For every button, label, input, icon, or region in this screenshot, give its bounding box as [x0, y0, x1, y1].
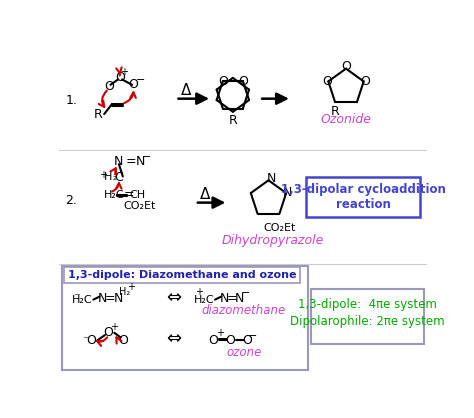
- Text: CH: CH: [129, 190, 146, 200]
- Text: R: R: [228, 115, 237, 127]
- Text: O: O: [208, 334, 218, 347]
- Text: 1,3-dipolar cycloaddition
reaction: 1,3-dipolar cycloaddition reaction: [281, 183, 446, 211]
- Text: N: N: [267, 172, 276, 185]
- Text: ozone: ozone: [226, 346, 261, 359]
- Text: Ozonide: Ozonide: [320, 113, 372, 126]
- Text: −: −: [241, 288, 251, 298]
- Text: =: =: [227, 292, 237, 305]
- Text: ⁻: ⁻: [82, 336, 88, 345]
- Text: O: O: [322, 75, 332, 88]
- Text: ⇔: ⇔: [166, 289, 182, 307]
- Text: ⁻: ⁻: [73, 292, 80, 305]
- Text: ⇔: ⇔: [166, 330, 182, 348]
- Text: N: N: [235, 292, 245, 305]
- Text: +: +: [127, 282, 135, 292]
- Text: 1.: 1.: [65, 94, 77, 107]
- Text: =: =: [126, 155, 137, 168]
- Text: Dihydropyrazole: Dihydropyrazole: [221, 234, 324, 247]
- Text: +: +: [110, 321, 118, 331]
- Text: O: O: [103, 326, 113, 339]
- Text: H₂C: H₂C: [103, 190, 124, 200]
- Text: O: O: [242, 334, 252, 347]
- Text: O: O: [118, 334, 128, 347]
- Text: +: +: [100, 170, 108, 180]
- Text: O: O: [238, 75, 248, 88]
- FancyBboxPatch shape: [311, 289, 424, 344]
- Text: Δ: Δ: [181, 83, 191, 98]
- Text: H₂: H₂: [118, 287, 130, 297]
- Text: H: H: [104, 172, 112, 182]
- Text: N: N: [219, 292, 229, 305]
- Text: −: −: [142, 152, 152, 162]
- Text: O: O: [225, 334, 235, 347]
- Text: CO₂Et: CO₂Et: [263, 223, 295, 233]
- Text: N: N: [114, 155, 124, 168]
- FancyBboxPatch shape: [62, 266, 308, 370]
- Text: N: N: [98, 292, 107, 305]
- Text: O: O: [218, 75, 228, 88]
- Text: −: −: [248, 331, 258, 341]
- Text: =: =: [105, 292, 116, 305]
- Text: =: =: [124, 189, 134, 201]
- Text: Dipolarophile: 2πe system: Dipolarophile: 2πe system: [291, 315, 445, 328]
- Text: N: N: [136, 155, 146, 168]
- Text: C: C: [115, 171, 123, 184]
- Text: 2.: 2.: [65, 194, 77, 207]
- Text: R: R: [94, 107, 102, 120]
- Text: CO₂Et: CO₂Et: [123, 201, 155, 211]
- Text: Δ: Δ: [200, 187, 210, 202]
- FancyBboxPatch shape: [306, 177, 420, 217]
- Text: 1,3-dipole: Diazomethane and ozone: 1,3-dipole: Diazomethane and ozone: [68, 270, 296, 280]
- Text: N: N: [113, 292, 123, 305]
- Text: +: +: [119, 67, 128, 77]
- Text: +: +: [217, 328, 225, 338]
- Text: diazomethane: diazomethane: [201, 304, 286, 317]
- Text: O: O: [129, 78, 138, 91]
- Text: O: O: [115, 71, 125, 84]
- Text: O: O: [341, 60, 351, 73]
- Text: ₂: ₂: [112, 172, 116, 182]
- Text: O: O: [360, 75, 370, 88]
- Text: R: R: [331, 105, 339, 118]
- Text: H₂C: H₂C: [194, 295, 215, 305]
- Text: H₂C: H₂C: [72, 295, 93, 305]
- Text: −: −: [136, 75, 146, 85]
- Text: 1,3-dipole:  4πe system: 1,3-dipole: 4πe system: [298, 298, 437, 311]
- Text: +: +: [195, 287, 203, 297]
- Text: O: O: [86, 334, 96, 347]
- Text: O: O: [104, 80, 114, 93]
- Text: N: N: [283, 186, 292, 199]
